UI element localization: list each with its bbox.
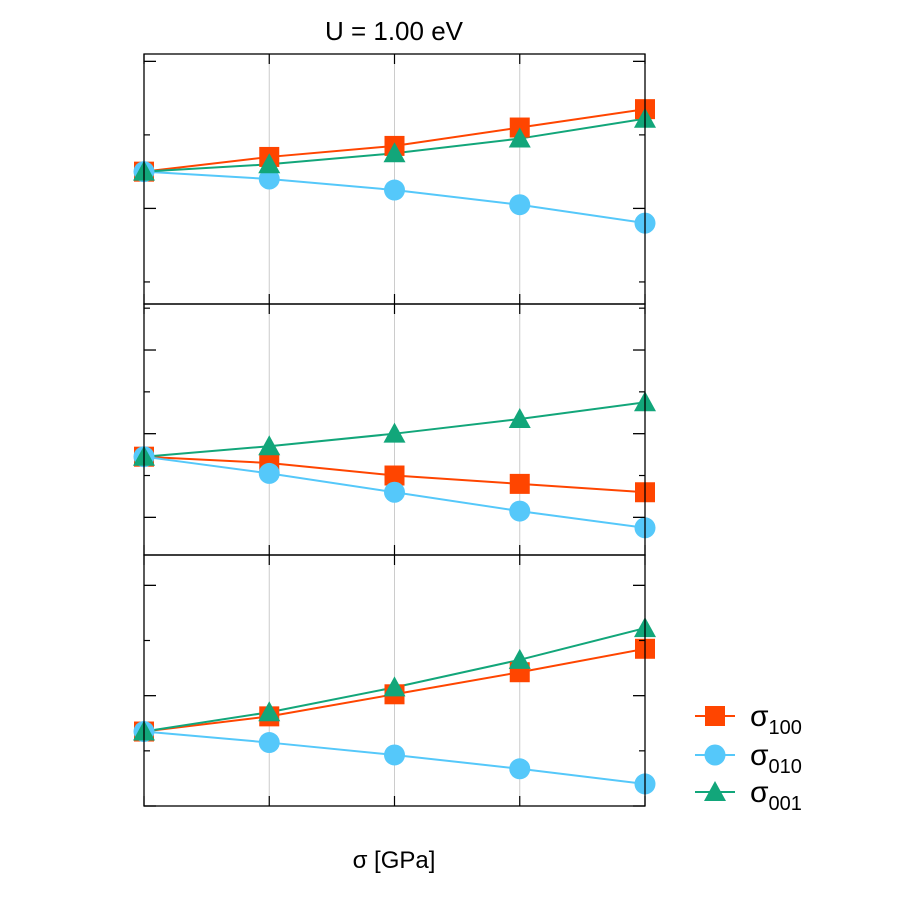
panel-1-s010-point <box>258 168 280 190</box>
legend-s100-marker <box>705 706 725 726</box>
legend-s010-symbol: σ <box>750 739 769 772</box>
panel-1-s010-point <box>509 194 531 216</box>
axes-layer <box>143 53 646 807</box>
panel-1-s001-point <box>383 142 406 163</box>
legend-s001-subscript: 001 <box>769 793 802 815</box>
legend-s010-label: σ010 <box>750 739 802 778</box>
legend-s001-label: σ001 <box>750 776 802 815</box>
panel-2-s100-point <box>509 473 530 494</box>
legend-s100-label: σ100 <box>750 700 802 739</box>
panel-2-s100-point <box>384 465 405 486</box>
legend-s001-marker <box>704 781 726 801</box>
panel-3-s001-point <box>258 701 281 722</box>
panel-2-s010-point <box>258 462 280 484</box>
panel-1-s010-point <box>384 179 405 201</box>
x-axis-label: σ [GPa] <box>353 847 436 874</box>
legend-s010-subscript: 010 <box>769 756 802 778</box>
legend-s100-symbol: σ <box>750 700 769 733</box>
legend-s010-marker <box>704 744 726 766</box>
chart-title: U = 1.00 eV <box>325 16 464 46</box>
panel-3-s010-point <box>384 744 405 766</box>
panel-3-s010-point <box>258 732 280 754</box>
panel-2-s001-point <box>508 408 531 429</box>
panel-1-s001-point <box>258 153 281 174</box>
panel-3-s001-point <box>383 676 406 697</box>
panel-1-s001-point <box>508 127 531 148</box>
legend-s100-subscript: 100 <box>769 717 802 739</box>
panel-2-s010-point <box>509 500 531 522</box>
panel-2-s010-point <box>384 481 405 503</box>
panel-1-s100-point <box>509 117 530 138</box>
panel-2-s001-point <box>383 422 406 443</box>
panel-3-s010-point <box>509 758 531 780</box>
legend-s001-symbol: σ <box>750 776 769 809</box>
panel-3-s001-point <box>508 648 531 669</box>
panel-2-s001-point <box>258 435 281 456</box>
